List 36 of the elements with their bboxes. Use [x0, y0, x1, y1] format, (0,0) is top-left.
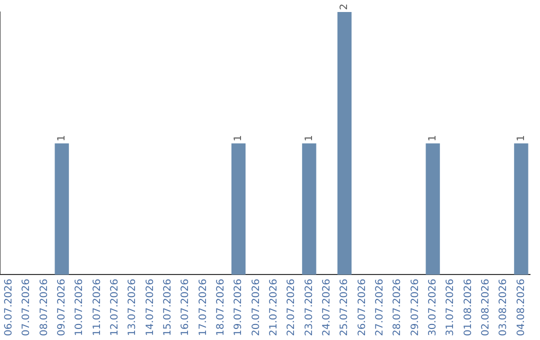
- x-tick-label: 14.07.2026: [144, 278, 156, 336]
- data-label: 1: [233, 134, 244, 142]
- x-tick-label: 30.07.2026: [427, 278, 438, 336]
- x-tick-label: 03.08.2026: [498, 278, 510, 336]
- x-tick-label: 07.07.2026: [21, 278, 32, 336]
- x-tick-label: 29.07.2026: [410, 278, 421, 336]
- x-tick-label: 11.07.2026: [92, 278, 103, 336]
- data-label: 2: [339, 4, 350, 10]
- x-tick-label: 10.07.2026: [74, 278, 86, 336]
- x-tick-label: 24.07.2026: [321, 278, 332, 336]
- data-label: 1: [516, 134, 527, 142]
- x-tick-label: 18.07.2026: [215, 278, 226, 336]
- x-tick-label: 08.07.2026: [38, 278, 50, 336]
- x-tick-label: 26.07.2026: [356, 278, 368, 336]
- x-tick-label: 06.07.2026: [3, 278, 14, 336]
- x-tick-label: 17.07.2026: [198, 278, 209, 336]
- x-tick-label: 01.08.2026: [462, 278, 474, 336]
- x-tick-label: 21.07.2026: [268, 278, 280, 336]
- x-tick-label: 15.07.2026: [162, 278, 174, 336]
- x-tick-label: 27.07.2026: [374, 278, 386, 336]
- x-tick-label: 12.07.2026: [109, 278, 120, 336]
- x-tick-label: 02.08.2026: [480, 278, 492, 336]
- x-tick-label: 20.07.2026: [250, 278, 262, 336]
- data-label: 1: [427, 134, 438, 142]
- x-tick-label: 09.07.2026: [56, 278, 68, 336]
- data-label: 1: [304, 134, 315, 142]
- x-tick-label: 28.07.2026: [392, 278, 404, 336]
- x-tick-label: 16.07.2026: [180, 278, 192, 336]
- x-tick-label: 23.07.2026: [304, 278, 315, 336]
- x-tick-label: 31.07.2026: [445, 278, 456, 336]
- data-label: 1: [56, 134, 68, 142]
- x-tick-label: 19.07.2026: [233, 278, 244, 336]
- x-tick-label: 25.07.2026: [339, 278, 350, 336]
- x-tick-label: 04.08.2026: [516, 278, 527, 336]
- x-tick-label: 22.07.2026: [286, 278, 298, 336]
- x-tick-label: 13.07.2026: [127, 278, 138, 336]
